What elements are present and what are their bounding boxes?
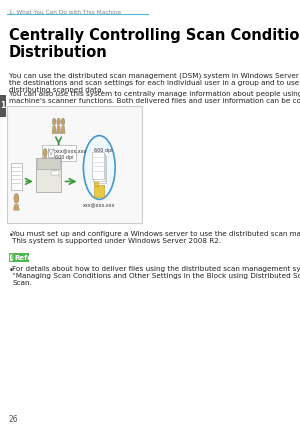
Text: 1: 1 [0, 101, 6, 110]
Text: Centrally Controlling Scan Conditions and
Distribution: Centrally Controlling Scan Conditions an… [9, 28, 300, 60]
FancyBboxPatch shape [36, 158, 61, 193]
FancyBboxPatch shape [48, 149, 54, 156]
Circle shape [14, 193, 19, 203]
Circle shape [83, 135, 115, 199]
Text: i: i [11, 255, 13, 260]
FancyBboxPatch shape [93, 153, 105, 181]
Polygon shape [61, 126, 65, 133]
FancyBboxPatch shape [92, 152, 104, 179]
Circle shape [61, 118, 65, 125]
FancyBboxPatch shape [51, 172, 59, 176]
FancyBboxPatch shape [0, 95, 6, 117]
Text: 1. What You Can Do with This Machine: 1. What You Can Do with This Machine [9, 10, 121, 15]
Polygon shape [43, 156, 47, 161]
Polygon shape [52, 126, 56, 133]
Circle shape [43, 149, 47, 156]
Text: You can use the distributed scan management (DSM) system in Windows Server 2008 : You can use the distributed scan managem… [9, 73, 300, 93]
Text: •: • [9, 266, 14, 275]
FancyBboxPatch shape [94, 155, 106, 184]
FancyBboxPatch shape [7, 106, 142, 223]
Circle shape [9, 254, 14, 262]
Text: 26: 26 [9, 415, 19, 424]
Circle shape [57, 118, 60, 125]
FancyBboxPatch shape [42, 144, 76, 161]
Polygon shape [14, 204, 20, 210]
Text: Reference: Reference [14, 255, 55, 261]
FancyBboxPatch shape [11, 162, 22, 190]
FancyBboxPatch shape [94, 185, 104, 197]
Text: xxx@xxx.xxx: xxx@xxx.xxx [83, 203, 116, 208]
FancyBboxPatch shape [94, 182, 98, 187]
Text: You can also use this system to centrally manage information about people using : You can also use this system to centrall… [9, 91, 300, 104]
Circle shape [52, 118, 56, 125]
Text: You must set up and configure a Windows server to use the distributed scan manag: You must set up and configure a Windows … [12, 231, 300, 244]
Text: xxx@xxx.xxx
600 dpi: xxx@xxx.xxx 600 dpi [55, 149, 88, 160]
Text: •: • [9, 231, 14, 240]
FancyBboxPatch shape [9, 253, 29, 262]
Text: 600 dpi: 600 dpi [94, 147, 113, 153]
Polygon shape [56, 126, 61, 133]
Text: For details about how to deliver files using the distributed scan management sys: For details about how to deliver files u… [12, 266, 300, 286]
FancyBboxPatch shape [37, 158, 60, 170]
